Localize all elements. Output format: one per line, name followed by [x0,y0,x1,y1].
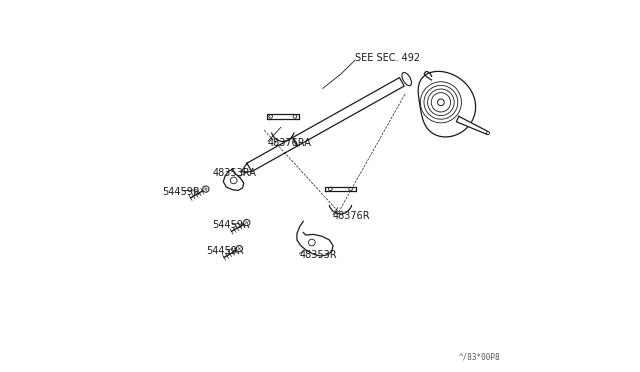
Circle shape [236,246,243,252]
Polygon shape [247,78,404,171]
Ellipse shape [402,73,412,86]
Text: 48376R: 48376R [333,211,371,221]
Text: 48376RA: 48376RA [268,138,312,148]
Text: 54459R: 54459R [162,187,200,196]
Polygon shape [293,138,297,145]
Text: 48353R: 48353R [300,250,337,260]
Polygon shape [223,169,244,190]
Circle shape [486,132,490,135]
Polygon shape [241,163,252,172]
Polygon shape [456,116,488,135]
Polygon shape [324,187,356,191]
Text: 54459R: 54459R [207,246,244,256]
Text: 54459R: 54459R [212,220,250,230]
Polygon shape [267,114,298,119]
Circle shape [203,186,209,192]
Circle shape [438,99,444,106]
Text: ^/83*00P8: ^/83*00P8 [459,353,500,362]
Polygon shape [297,221,333,256]
Text: 48353RA: 48353RA [212,168,256,178]
Text: SEE SEC. 492: SEE SEC. 492 [355,53,420,62]
Circle shape [244,219,250,226]
Polygon shape [418,71,476,137]
